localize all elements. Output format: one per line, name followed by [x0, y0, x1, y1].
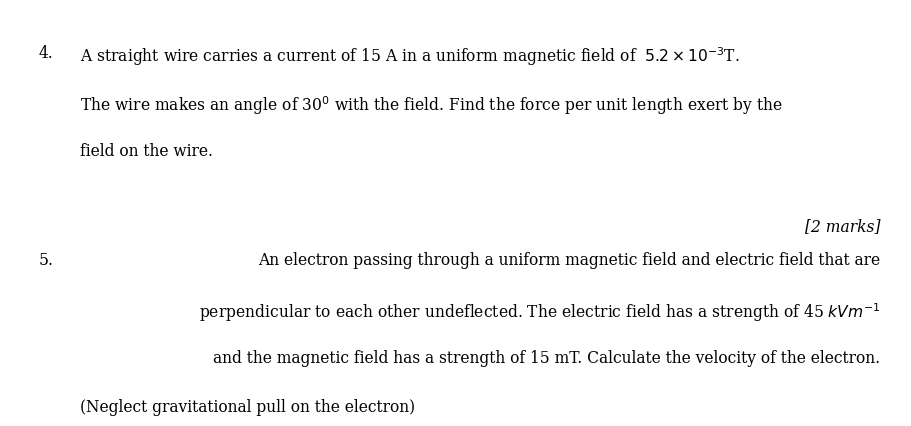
Text: [2 marks]: [2 marks] — [804, 217, 879, 234]
Text: (Neglect gravitational pull on the electron): (Neglect gravitational pull on the elect… — [80, 398, 415, 415]
Text: The wire makes an angle of 30$^0$ with the field. Find the force per unit length: The wire makes an angle of 30$^0$ with t… — [80, 94, 783, 116]
Text: An electron passing through a uniform magnetic field and electric field that are: An electron passing through a uniform ma… — [258, 251, 879, 268]
Text: A straight wire carries a current of 15 A in a uniform magnetic field of  $5.2 \: A straight wire carries a current of 15 … — [80, 45, 739, 67]
Text: and the magnetic field has a strength of 15 mT. Calculate the velocity of the el: and the magnetic field has a strength of… — [213, 349, 879, 366]
Text: 5.: 5. — [38, 251, 53, 268]
Text: field on the wire.: field on the wire. — [80, 143, 213, 160]
Text: perpendicular to each other undeflected. The electric field has a strength of 45: perpendicular to each other undeflected.… — [199, 300, 879, 323]
Text: 4.: 4. — [38, 45, 53, 62]
